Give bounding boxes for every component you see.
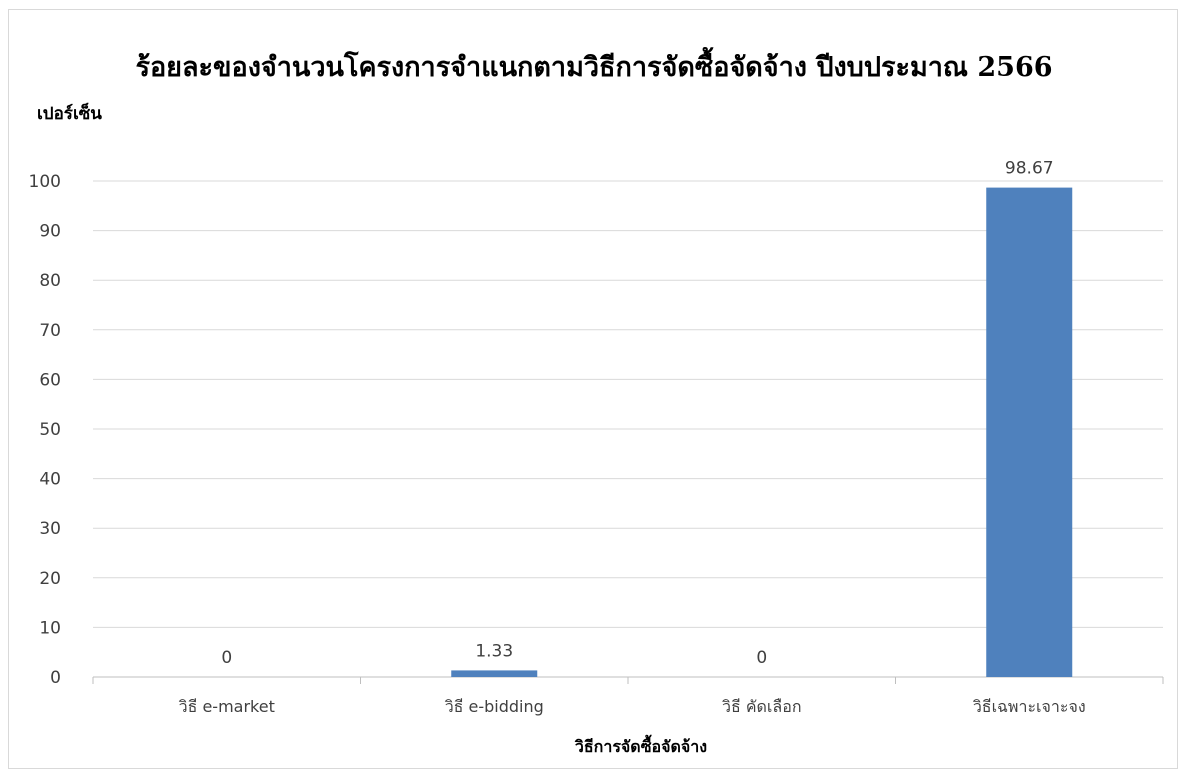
- data-label: 1.33: [475, 641, 513, 661]
- bars: [451, 187, 1073, 677]
- x-tick-label: วิธี e-bidding: [445, 697, 544, 716]
- y-tick-label: 40: [39, 470, 61, 490]
- bar-chart: ร้อยละของจำนวนโครงการจำแนกตามวิธีการจัดซ…: [29, 46, 1164, 756]
- gridlines: [93, 180, 1163, 628]
- data-label: 98.67: [1005, 159, 1054, 179]
- x-tick-label: วิธีเฉพาะเจาะจง: [973, 697, 1086, 716]
- y-tick-label: 60: [39, 370, 61, 390]
- y-tick-label: 20: [39, 569, 61, 589]
- y-axis-label: เปอร์เซ็น: [37, 101, 102, 124]
- y-tick-label: 80: [39, 271, 61, 291]
- y-tick-label: 100: [29, 172, 61, 192]
- chart-frame: ร้อยละของจำนวนโครงการจำแนกตามวิธีการจัดซ…: [8, 9, 1178, 769]
- x-tick-label: วิธี e-market: [179, 697, 275, 716]
- bar: [986, 187, 1073, 677]
- x-tick-label: วิธี คัดเลือก: [722, 697, 802, 716]
- data-labels: 0 1.33 0 98.67: [221, 159, 1053, 668]
- y-tick-label: 90: [39, 222, 61, 242]
- y-axis-ticks: 0 10 20 30 40 50 60 70 80 90 100: [29, 172, 61, 688]
- x-axis-label: วิธีการจัดซื้อจัดจ้าง: [574, 734, 707, 756]
- y-tick-label: 10: [39, 618, 61, 638]
- y-tick-label: 70: [39, 321, 61, 341]
- bar: [451, 670, 538, 677]
- data-label: 0: [756, 648, 767, 668]
- data-label: 0: [221, 648, 232, 668]
- chart-title: ร้อยละของจำนวนโครงการจำแนกตามวิธีการจัดซ…: [135, 46, 1052, 83]
- y-tick-label: 0: [50, 668, 61, 688]
- y-tick-label: 30: [39, 519, 61, 539]
- x-axis-ticks: วิธี e-market วิธี e-bidding วิธี คัดเลือก…: [92, 677, 1164, 716]
- y-tick-label: 50: [39, 420, 61, 440]
